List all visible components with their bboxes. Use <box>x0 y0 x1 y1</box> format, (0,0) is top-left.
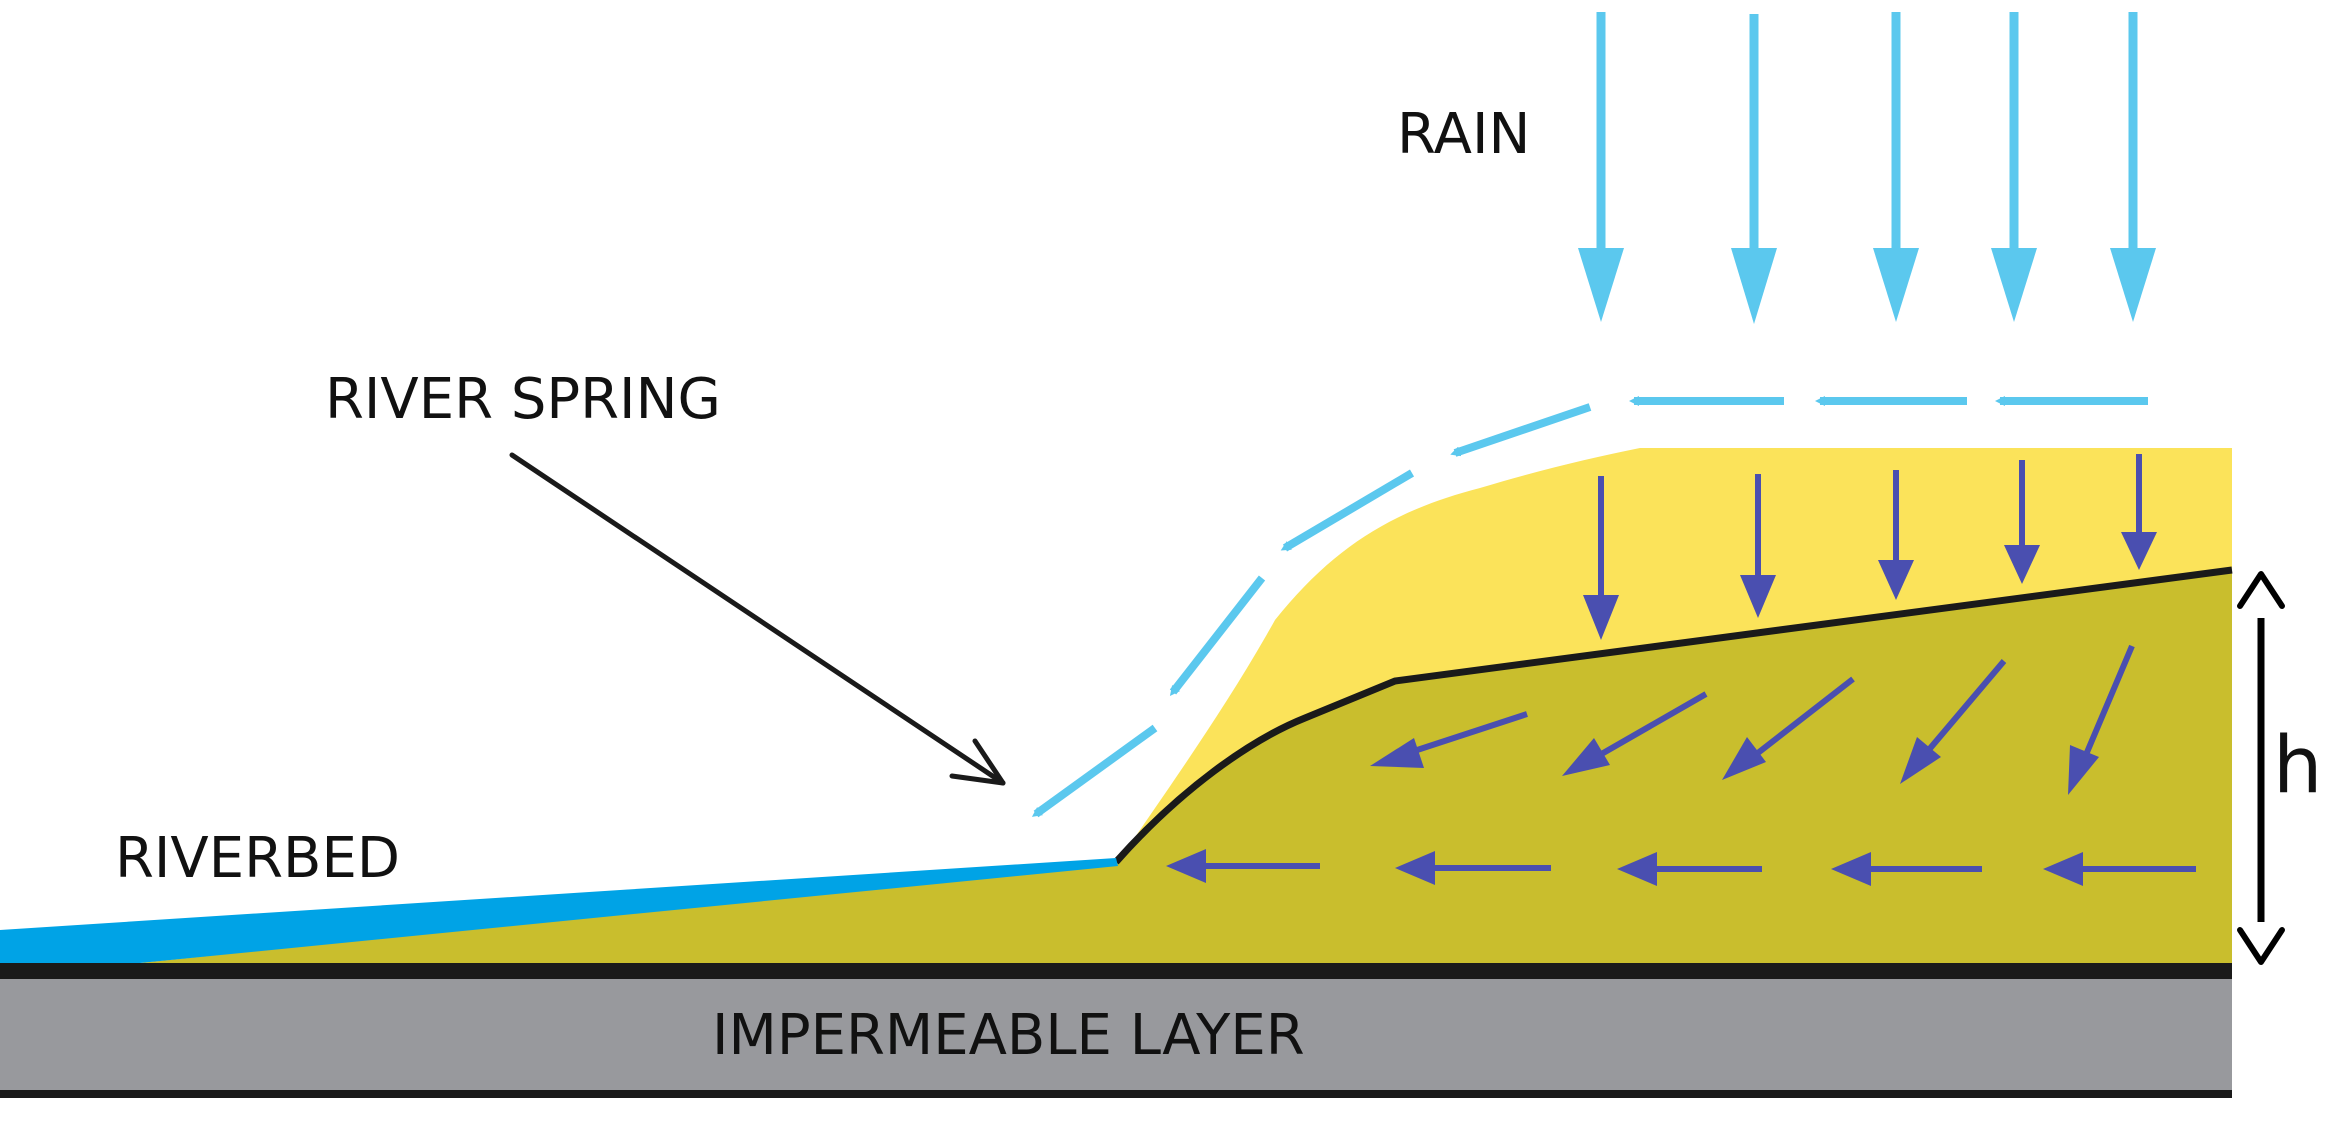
infiltration-arrow-icon <box>2004 460 2040 584</box>
surface-runoff-arrows <box>1031 396 2148 818</box>
groundwater-flow-arrows-horizontal <box>1166 849 2196 886</box>
rain-arrow-icon <box>2110 12 2156 322</box>
groundwater-flow-arrow-icon <box>1900 659 2007 784</box>
rain-label: RAIN <box>1397 102 1530 167</box>
surface-runoff-arrow-icon <box>1450 403 1592 457</box>
groundwater-flow-arrow-icon <box>1370 711 1528 768</box>
saturated-soil <box>140 570 2232 963</box>
groundwater-flow-arrow-icon <box>1831 852 1982 886</box>
infiltration-arrow-icon <box>2121 454 2157 570</box>
surface-runoff-arrow-icon <box>1031 724 1158 818</box>
impermeable-layer-bottom-edge <box>0 1090 2232 1098</box>
groundwater-flow-arrow-icon <box>1562 691 1708 776</box>
riverbed-label: RIVERBED <box>115 826 400 891</box>
impermeable-layer-label: IMPERMEABLE LAYER <box>712 1003 1305 1068</box>
groundwater-flow-arrow-icon <box>1395 851 1551 885</box>
groundwater-flow-arrow-icon <box>1722 676 1855 780</box>
groundwater-flow-arrow-icon <box>2043 852 2196 886</box>
pointer-arrow-icon <box>509 452 1006 786</box>
water-table-line <box>1113 566 2233 865</box>
groundwater-flow-arrow-icon <box>1617 852 1762 886</box>
surface-runoff-arrow-icon <box>1169 575 1266 696</box>
rain-arrow-icon <box>1731 14 1777 324</box>
rain-arrow-icon <box>1578 12 1624 322</box>
impermeable-layer <box>0 978 2232 1096</box>
rain-arrow-icon <box>1991 12 2037 322</box>
rain-arrows <box>1578 12 2156 324</box>
height-double-arrow-icon <box>2237 571 2285 965</box>
impermeable-layer-top-edge <box>0 963 2232 979</box>
infiltration-arrow-icon <box>1740 474 1776 618</box>
infiltration-arrow-icon <box>1878 470 1914 600</box>
groundwater-flow-arrow-icon <box>1166 849 1320 883</box>
surface-runoff-arrow-icon <box>1280 469 1415 552</box>
river-spring-label: RIVER SPRING <box>325 367 721 432</box>
riverbed-water <box>0 858 1118 963</box>
groundwater-flow-arrows-diagonal <box>1370 644 2135 795</box>
infiltration-arrow-icon <box>1583 476 1619 640</box>
groundwater-flow-arrow-icon <box>2068 644 2135 795</box>
infiltration-arrows <box>1583 454 2157 640</box>
height-label: h <box>2273 721 2322 811</box>
rain-arrow-icon <box>1873 12 1919 322</box>
